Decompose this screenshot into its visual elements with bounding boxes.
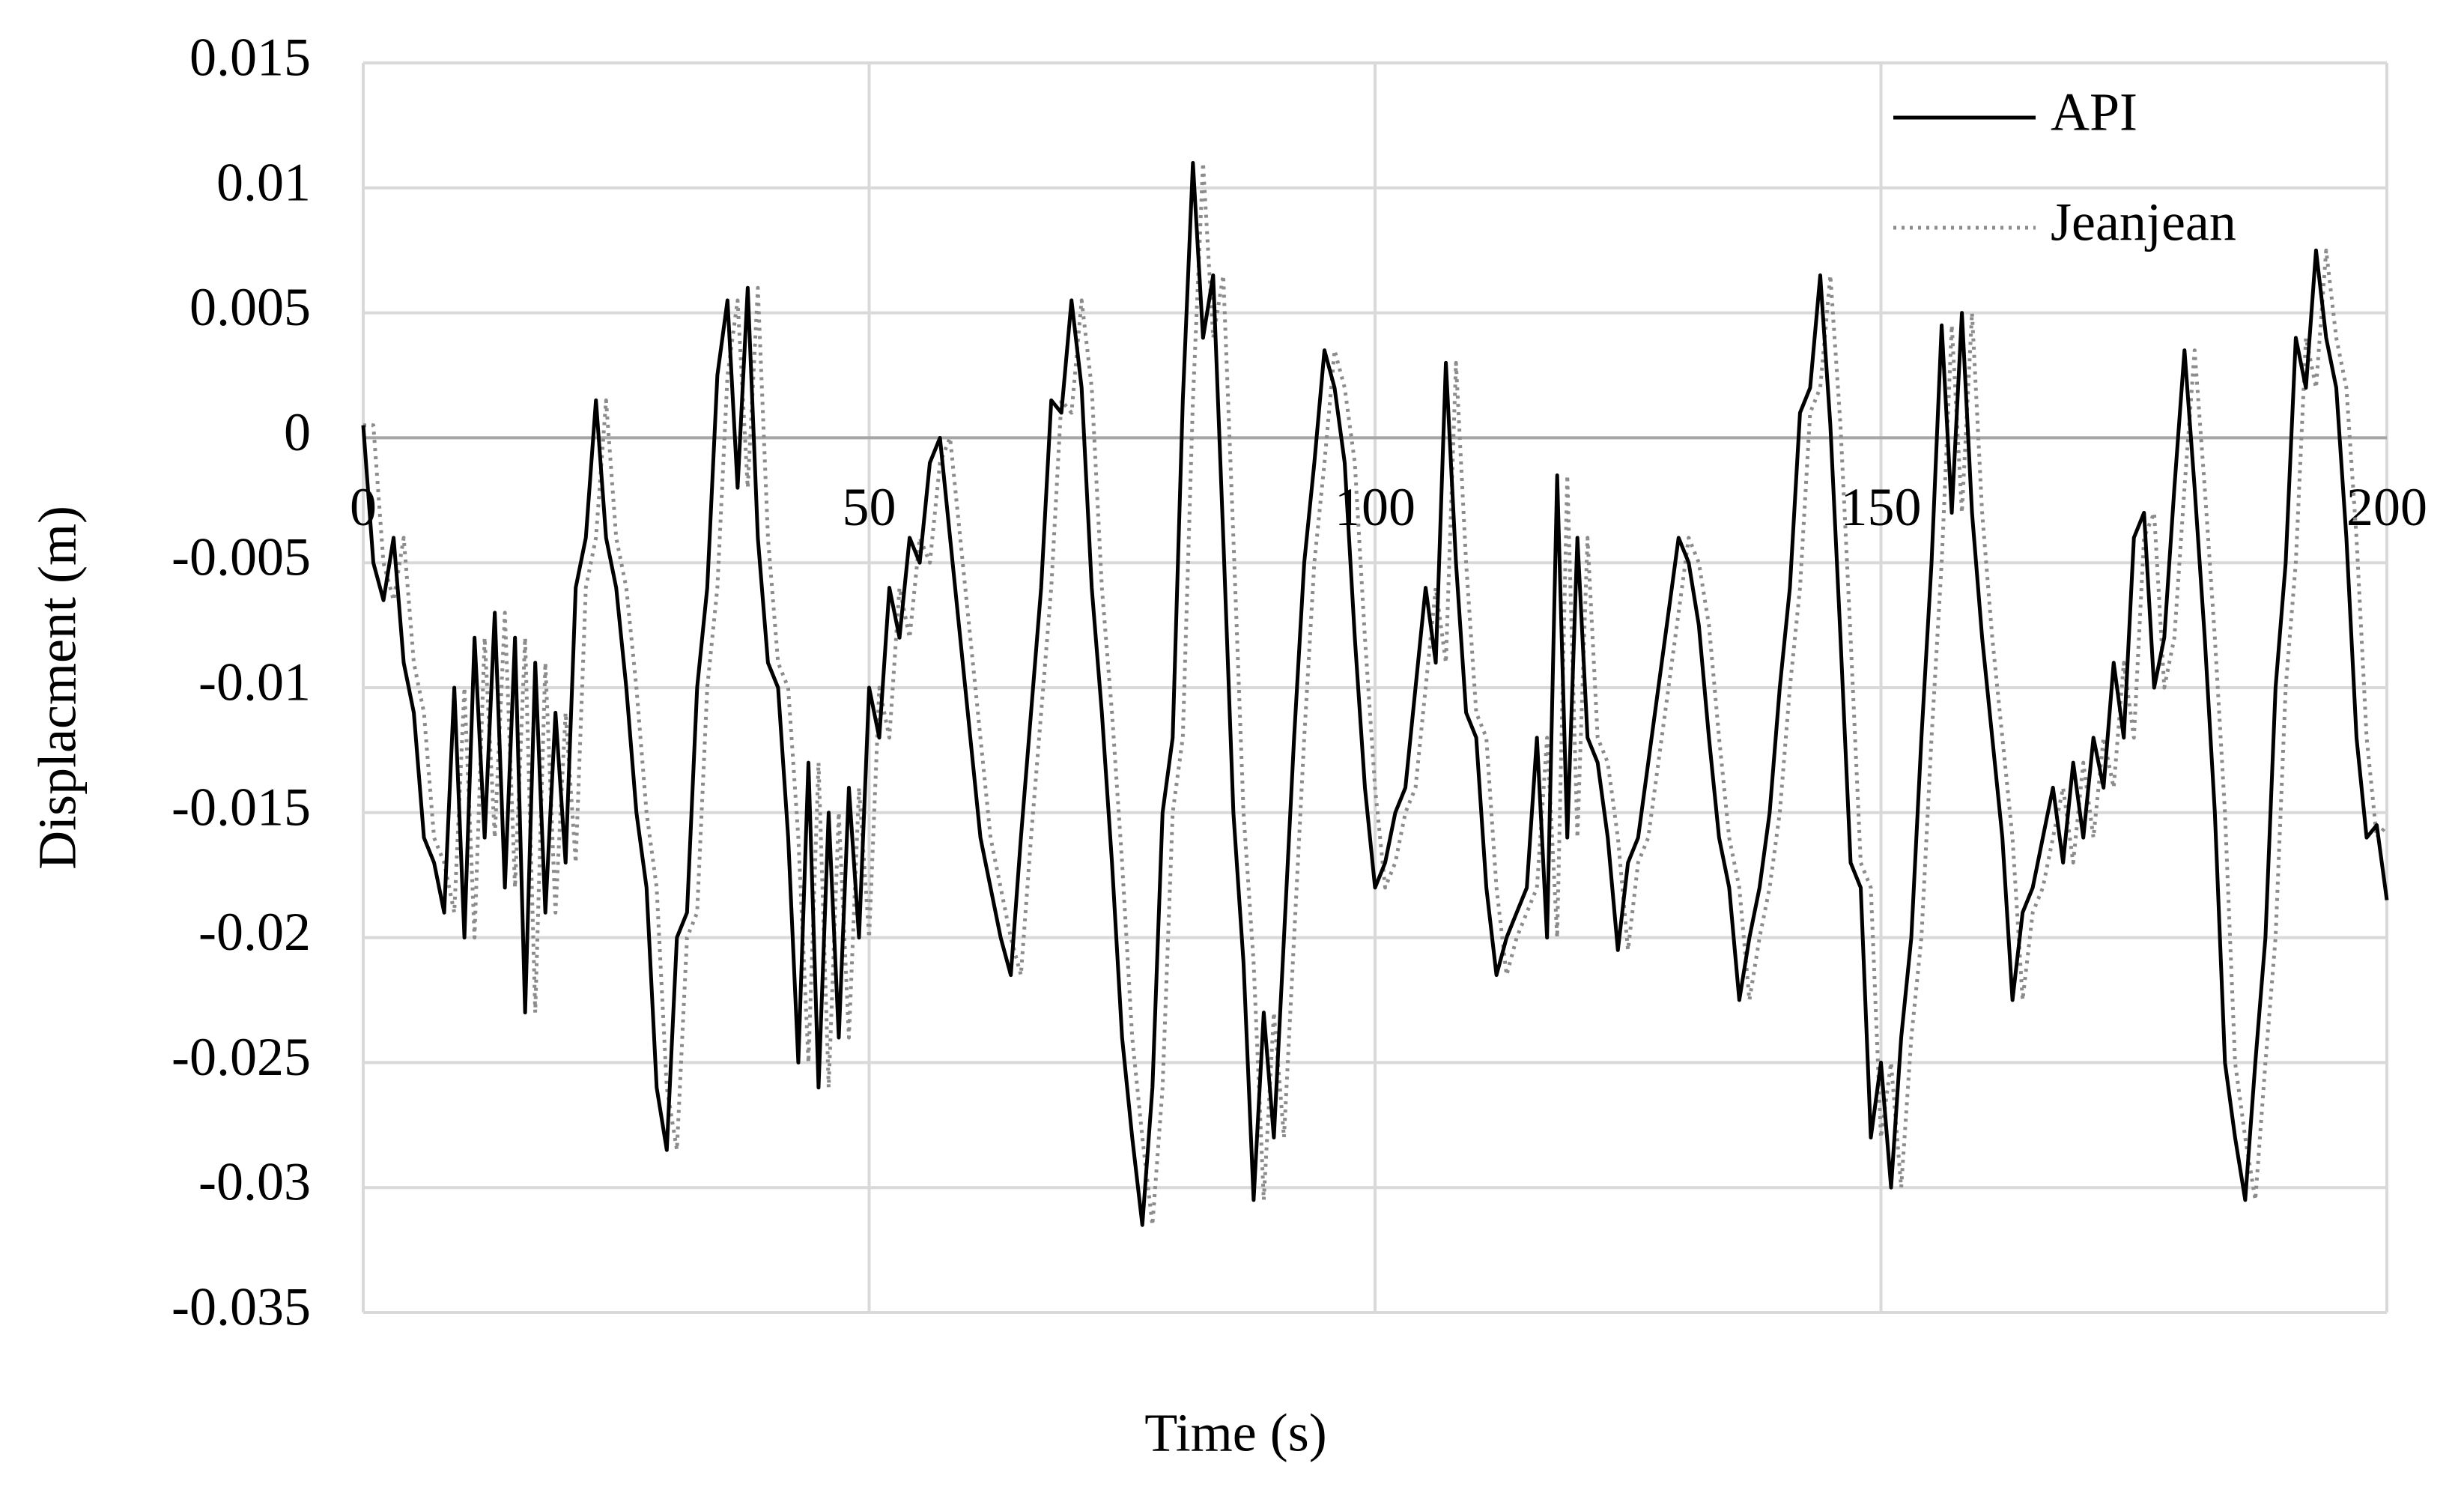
y-axis-title: Displacment (m) [28, 506, 88, 870]
y-tick-label: -0.035 [172, 1277, 311, 1337]
x-tick-label: 50 [843, 477, 896, 537]
y-tick-label: 0.015 [189, 28, 311, 88]
y-tick-label: -0.01 [198, 652, 311, 712]
x-axis-title: Time (s) [1144, 1403, 1326, 1463]
y-tick-label: -0.015 [172, 777, 311, 837]
y-tick-label: -0.005 [172, 527, 311, 587]
x-tick-label: 150 [1841, 477, 1922, 537]
x-tick-label: 200 [2346, 477, 2427, 537]
legend-label: API [2051, 82, 2137, 142]
legend-label: Jeanjean [2051, 193, 2236, 252]
series-line [361, 160, 2389, 1227]
y-tick-label: -0.025 [172, 1027, 311, 1087]
y-tick-label: -0.02 [198, 902, 311, 962]
y-tick-label: -0.03 [198, 1152, 311, 1212]
y-tick-label: 0 [284, 402, 311, 462]
y-tick-label: 0.01 [216, 152, 311, 212]
y-tick-label: 0.005 [189, 277, 311, 337]
series-line [363, 160, 2388, 1227]
